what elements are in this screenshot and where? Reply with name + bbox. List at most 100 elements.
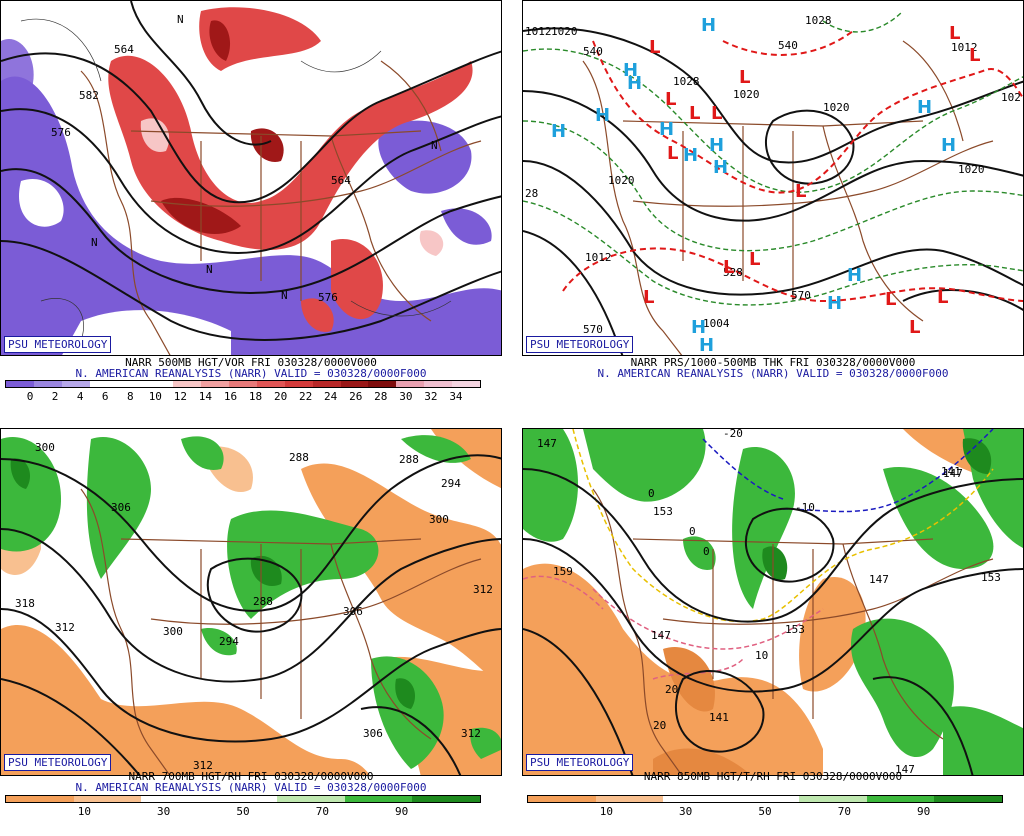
- high-center: H: [683, 145, 698, 166]
- high-center: H: [709, 135, 724, 156]
- colorbar-swatch: [368, 381, 397, 387]
- low-center: L: [885, 289, 896, 310]
- minimum-marker: N: [206, 263, 213, 276]
- map-850mb: 147 153 159 147 153 147 141 147 141 147 …: [522, 428, 1024, 776]
- psu-meteorology-badge: PSU METEOROLOGY: [526, 336, 634, 353]
- colorbar-swatch: [6, 381, 34, 387]
- colorbar-tick-label: 24: [324, 390, 338, 403]
- contour-label: 306: [111, 501, 131, 514]
- contour-label: 294: [219, 635, 239, 648]
- low-center: L: [937, 287, 948, 308]
- height-labels: 300 306 288 288 294 300 312 318 312 300 …: [15, 441, 493, 772]
- colorbar-tick-label: 34: [449, 390, 463, 403]
- contour-label: 306: [363, 727, 383, 740]
- low-center: L: [689, 103, 700, 124]
- minimum-marker: N: [281, 289, 288, 302]
- high-center: H: [699, 335, 714, 356]
- contour-label: 153: [653, 505, 673, 518]
- low-pressure-centers: L L L L L L L L L L L L L L L: [643, 23, 980, 338]
- colorbar-swatch: [731, 796, 799, 802]
- vorticity-colorbar: [5, 380, 481, 388]
- contour-label: 312: [193, 759, 213, 772]
- colorbar-tick-label: 6: [101, 390, 109, 403]
- thickness-contours-red: [562, 30, 1023, 303]
- colorbar-tick-label: 12: [173, 390, 187, 403]
- high-center: H: [917, 97, 932, 118]
- minimum-marker: N: [431, 139, 438, 152]
- low-center: L: [723, 257, 734, 278]
- contour-label: 300: [163, 625, 183, 638]
- height-labels: 564 576 582 564 576 N N N N N: [51, 13, 438, 304]
- colorbar-tick-label: 4: [76, 390, 84, 403]
- colorbar-swatch: [798, 796, 867, 802]
- panel-850mb-temp-rh: 147 153 159 147 153 147 141 147 141 147 …: [522, 428, 1024, 836]
- colorbar-swatch: [61, 381, 90, 387]
- isobar-label: 1012: [951, 41, 978, 54]
- pressure-labels: 1012 1020 1028 1020 1020 1028 1012 1004 …: [525, 14, 1021, 336]
- contour-label: 147: [651, 629, 671, 642]
- colorbar-tick-label: 14: [198, 390, 213, 403]
- contour-label: 312: [461, 727, 481, 740]
- colorbar-tick-label: 10: [77, 805, 91, 818]
- colorbar-tick-label: 90: [917, 805, 931, 818]
- colorbar-tick-label: 50: [758, 805, 772, 818]
- isobar-label: 1020: [958, 163, 985, 176]
- isobars: [523, 27, 1023, 355]
- colorbar-tick-label: 30: [157, 805, 171, 818]
- colorbar-tick-label: 26: [349, 390, 363, 403]
- colorbar-tick-label: 10: [599, 805, 613, 818]
- high-center: H: [827, 293, 842, 314]
- low-center: L: [795, 181, 806, 202]
- colorbar-swatch: [340, 381, 369, 387]
- contour-label: 294: [441, 477, 461, 490]
- isotherm-label: 20: [653, 719, 666, 732]
- isobar-label: 1020: [551, 25, 578, 38]
- high-center: H: [551, 121, 566, 142]
- low-center: L: [665, 89, 676, 110]
- contour-label: 306: [343, 605, 363, 618]
- isobar-label: 1012: [585, 251, 612, 264]
- isobar-label: 102: [1001, 91, 1021, 104]
- colorbar-swatch: [117, 381, 146, 387]
- colorbar-swatch: [141, 796, 210, 802]
- isotherm-label: 0: [703, 545, 710, 558]
- contour-label: 147: [943, 467, 963, 480]
- contour-label: 141: [709, 711, 729, 724]
- panel-700mb-rh: 300 306 288 288 294 300 312 318 312 300 …: [0, 428, 502, 836]
- colorbar-tick-label: 18: [248, 390, 263, 403]
- colorbar-swatch: [256, 381, 285, 387]
- colorbar-swatch: [229, 381, 257, 387]
- contour-label: 147: [869, 573, 889, 586]
- colorbar-swatch: [173, 381, 202, 387]
- contour-label: 576: [51, 126, 71, 139]
- isobar-label: 1028: [805, 14, 832, 27]
- contour-label: 300: [35, 441, 55, 454]
- vorticity-colorbar-ticks: 0 2 4 6 8 10 12 14 16 18 20 22 24 26 28 30 32 34: [5, 390, 481, 404]
- colorbar-swatch: [452, 381, 480, 387]
- colorbar-tick-label: 8: [126, 390, 134, 403]
- colorbar-tick-label: 22: [299, 390, 313, 403]
- isotherm-label: 0: [648, 487, 655, 500]
- thickness-label: 570: [791, 289, 811, 302]
- psu-meteorology-badge: PSU METEOROLOGY: [4, 336, 112, 353]
- map-500mb-graphic: 564 576 582 564 576 N N N N N: [1, 1, 501, 355]
- map-500mb: 564 576 582 564 576 N N N N N: [0, 0, 502, 356]
- colorbar-tick-label: 10: [148, 390, 162, 403]
- colorbar-tick-label: 90: [395, 805, 409, 818]
- product-title: NARR PRS/1000-500MB THK FRI 030328/0000V…: [630, 356, 916, 369]
- colorbar-swatch: [866, 796, 935, 802]
- height-labels: 147 153 159 147 153 147 141 147 141 147 …: [537, 429, 1001, 775]
- low-center: L: [909, 317, 920, 338]
- vorticity-fill-white: [19, 179, 413, 355]
- colorbar-swatch: [89, 381, 118, 387]
- vorticity-fill-pink: [140, 118, 444, 256]
- vorticity-fill-red: [108, 7, 473, 332]
- colorbar-swatch: [312, 381, 341, 387]
- product-title: NARR 850MB HGT/T/RH FRI 030328/0000V000: [643, 770, 903, 783]
- high-pressure-centers: H H H H H H H H H H H H H H H: [551, 15, 956, 356]
- colorbar-swatch: [424, 381, 452, 387]
- map-pressure-graphic: 1012 1020 1028 1020 1020 1028 1012 1004 …: [523, 10, 1023, 356]
- high-center: H: [713, 157, 728, 178]
- colorbar-swatch: [396, 381, 425, 387]
- isobar-label: 1020: [823, 101, 850, 114]
